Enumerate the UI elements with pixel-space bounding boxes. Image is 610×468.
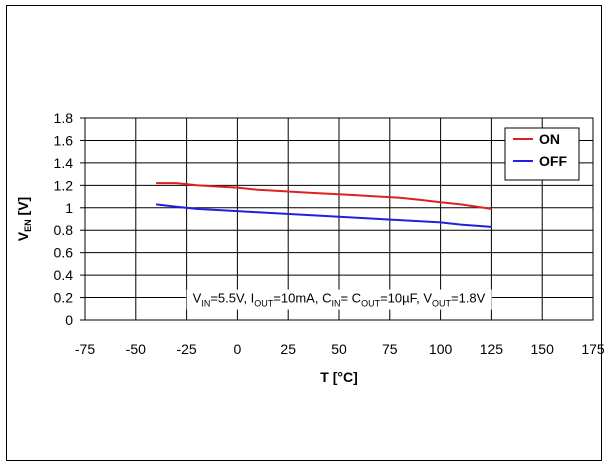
series-lines: [155, 182, 492, 228]
x-tick-label: 75: [382, 341, 398, 357]
y-axis-title: VEN [V]: [15, 197, 33, 241]
x-axis-title: T [°C]: [320, 369, 357, 385]
y-axis-title-sub: EN: [23, 219, 33, 232]
x-tick-label: -50: [126, 341, 146, 357]
x-tick-label: 100: [429, 341, 453, 357]
annotation-segment: OUT: [432, 299, 452, 309]
x-tick-label: -25: [176, 341, 196, 357]
y-tick-label: 0.2: [54, 290, 74, 306]
annotation-segment: =1.8V: [451, 291, 486, 306]
y-axis-title-unit: [V]: [15, 197, 31, 220]
conditions-annotation: VIN=5.5V, IOUT=10mA, CIN= COUT=10µF, VOU…: [193, 291, 486, 309]
y-tick-label: 0.4: [54, 267, 74, 283]
x-tick-label: 175: [581, 341, 605, 357]
y-tick-label: 0: [65, 312, 73, 328]
annotation-segment: =10mA, C: [273, 291, 331, 306]
legend-label-on: ON: [539, 131, 560, 147]
series-line-off: [155, 203, 492, 228]
y-tick-label: 1.2: [54, 177, 74, 193]
annotation-segment: IN: [201, 299, 210, 309]
x-tick-label: 125: [480, 341, 504, 357]
annotation-box: VIN=5.5V, IOUT=10mA, CIN= COUT=10µF, VOU…: [186, 289, 492, 310]
annotation-segment: IN: [331, 299, 340, 309]
y-axis-title-main: V: [15, 231, 31, 241]
y-tick-label: 1: [65, 200, 73, 216]
x-axis-tick-labels: -75 -50 -25 0 25 50 75 100 125 150 175: [75, 341, 605, 357]
annotation-segment: OUT: [254, 299, 274, 309]
x-tick-label: 25: [280, 341, 296, 357]
x-tick-label: 150: [531, 341, 555, 357]
y-tick-label: 0.8: [54, 222, 74, 238]
legend: ON OFF: [504, 127, 580, 181]
plot-area: [84, 117, 594, 321]
legend-box: [504, 127, 580, 181]
y-tick-label: 0.6: [54, 245, 74, 261]
y-tick-label: 1.8: [54, 110, 74, 126]
y-tick-label: 1.4: [54, 155, 74, 171]
x-tick-label: -75: [75, 341, 95, 357]
annotation-segment: = C: [340, 291, 361, 306]
y-axis-tick-labels: 0 0.2 0.4 0.6 0.8 1 1.2 1.4 1.6 1.8: [54, 110, 74, 328]
legend-label-off: OFF: [539, 153, 567, 169]
annotation-segment: V: [193, 291, 202, 306]
y-tick-label: 1.6: [54, 132, 74, 148]
chart-frame: [6, 5, 602, 461]
annotation-segment: =10µF, V: [380, 291, 432, 306]
annotation-segment: =5.5V, I: [210, 291, 254, 306]
x-tick-label: 50: [331, 341, 347, 357]
series-line-on: [156, 182, 492, 210]
x-tick-label: 0: [234, 341, 242, 357]
annotation-segment: OUT: [361, 299, 381, 309]
